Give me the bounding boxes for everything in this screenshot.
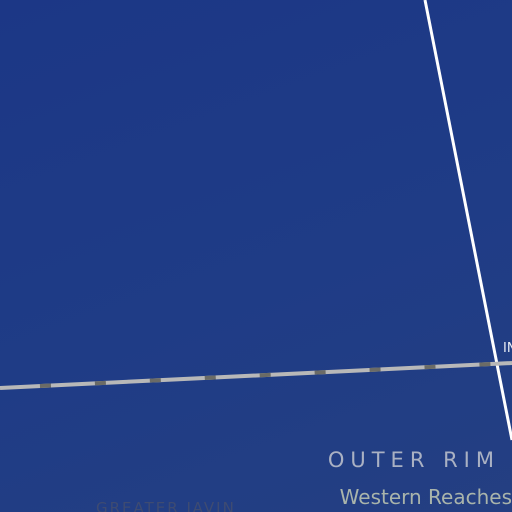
- edge-label: IN: [503, 341, 512, 356]
- subregion-name-label: Western Reaches: [339, 485, 512, 509]
- clipped-region-label: GREATER JAVIN: [96, 499, 236, 512]
- region-name-label: OUTER RIM: [327, 448, 500, 472]
- hyperspace-lane-dashes: [0, 361, 512, 390]
- sector-boundary-line: [423, 0, 512, 441]
